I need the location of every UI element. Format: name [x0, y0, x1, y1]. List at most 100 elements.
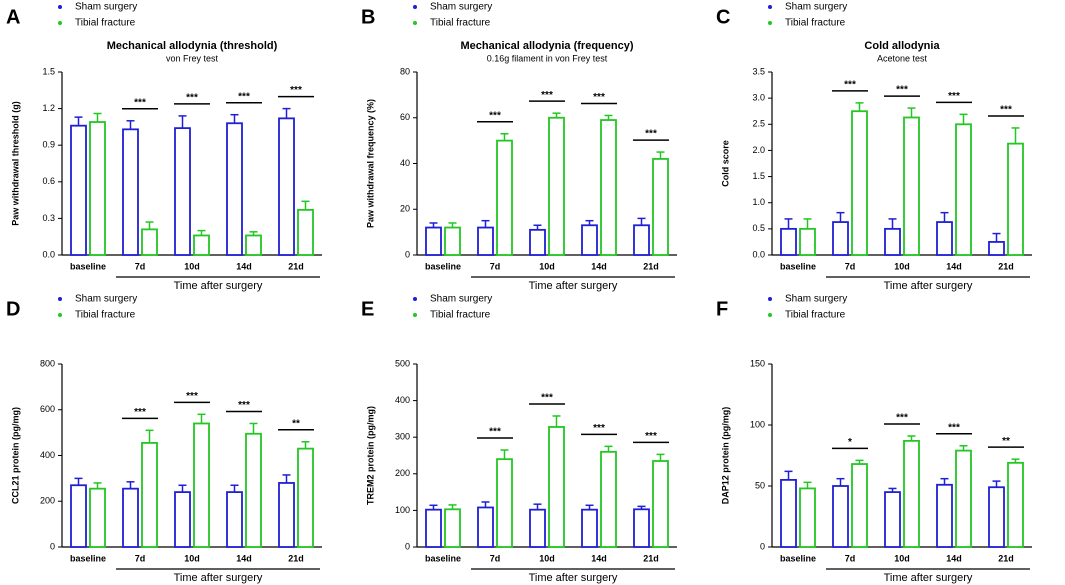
- legend-label: Tibial fracture: [430, 310, 491, 321]
- legend-marker: [58, 5, 62, 9]
- panel-letter: A: [6, 6, 20, 28]
- y-tick-label: 1.5: [42, 66, 55, 76]
- y-tick-label: 0.3: [42, 213, 55, 223]
- y-tick-label: 0: [50, 541, 55, 551]
- bar: [936, 483, 953, 548]
- bar: [600, 450, 617, 548]
- x-tick-label: baseline: [425, 553, 461, 563]
- x-axis-label: Time after surgery: [884, 572, 973, 584]
- significance-label: ***: [645, 129, 657, 140]
- x-tick-label: 7d: [135, 553, 146, 563]
- bar: [548, 426, 565, 548]
- x-axis-label: Time after surgery: [529, 572, 618, 584]
- x-axis-label: Time after surgery: [884, 280, 973, 292]
- significance-label: ***: [593, 423, 605, 434]
- bar: [174, 127, 191, 256]
- legend-marker: [413, 313, 417, 317]
- y-tick-label: 3.0: [752, 93, 765, 103]
- bar: [529, 508, 546, 548]
- y-tick-label: 50: [755, 480, 765, 490]
- significance-label: ***: [593, 92, 605, 103]
- significance-label: ***: [645, 431, 657, 442]
- chart-title: Mechanical allodynia (threshold): [107, 40, 278, 52]
- y-tick-label: 800: [40, 358, 55, 368]
- x-tick-label: baseline: [70, 261, 106, 271]
- bar: [141, 228, 158, 256]
- x-tick-label: 21d: [998, 261, 1014, 271]
- legend-label: Sham surgery: [785, 294, 847, 305]
- bar: [278, 482, 295, 548]
- x-tick-label: 7d: [845, 261, 856, 271]
- x-tick-label: 14d: [591, 261, 607, 271]
- x-tick-label: 7d: [845, 553, 856, 563]
- legend-label: Tibial fracture: [75, 310, 136, 321]
- significance-label: ***: [186, 391, 198, 402]
- legend-marker: [413, 297, 417, 301]
- bar: [89, 121, 106, 256]
- significance-label: ***: [948, 91, 960, 102]
- x-tick-label: 10d: [894, 261, 910, 271]
- bar: [600, 119, 617, 256]
- legend-marker: [413, 21, 417, 25]
- bar: [955, 449, 972, 548]
- bar: [70, 124, 87, 256]
- bar: [884, 491, 901, 548]
- bar: [780, 227, 797, 256]
- y-tick-label: 0.5: [752, 223, 765, 233]
- panel-letter: F: [716, 298, 728, 320]
- bar: [193, 234, 210, 256]
- bar: [226, 122, 243, 256]
- significance-label: **: [1002, 436, 1010, 447]
- y-tick-label: 60: [400, 112, 410, 122]
- bar: [903, 439, 920, 548]
- y-tick-label: 0: [405, 541, 410, 551]
- bar: [633, 224, 650, 256]
- chart-title: Mechanical allodynia (frequency): [461, 40, 634, 52]
- significance-label: ***: [541, 393, 553, 404]
- chart-subtitle: 0.16g filament in von Frey test: [487, 53, 608, 63]
- panel: E Sham surgery Tibial fracture TREM2 protei…: [361, 294, 677, 584]
- bar: [832, 221, 849, 256]
- bar: [174, 491, 191, 548]
- x-tick-label: 21d: [288, 553, 304, 563]
- legend-marker: [768, 5, 772, 9]
- y-tick-label: 1.5: [752, 171, 765, 181]
- significance-label: ***: [1000, 105, 1012, 116]
- bar: [988, 486, 1005, 548]
- bar: [903, 116, 920, 256]
- significance-label: ***: [541, 90, 553, 101]
- bar: [884, 227, 901, 256]
- x-tick-label: 10d: [894, 553, 910, 563]
- y-tick-label: 400: [395, 395, 410, 405]
- bar: [245, 432, 262, 548]
- significance-label: ***: [896, 413, 908, 424]
- y-tick-label: 0.6: [42, 176, 55, 186]
- x-tick-label: baseline: [780, 261, 816, 271]
- significance-label: ***: [186, 93, 198, 104]
- x-tick-label: 7d: [135, 261, 146, 271]
- y-tick-label: 0.0: [42, 249, 55, 259]
- y-tick-label: 2.0: [752, 145, 765, 155]
- bar: [851, 463, 868, 548]
- legend-label: Tibial fracture: [430, 18, 491, 29]
- bar: [278, 117, 295, 256]
- y-axis-label: DAP12 protein (pg/mg): [720, 407, 730, 505]
- chart-subtitle: Acetone test: [877, 53, 928, 63]
- panel-letter: C: [716, 6, 730, 28]
- x-tick-label: 14d: [591, 553, 607, 563]
- bar: [581, 224, 598, 256]
- x-axis-label: Time after surgery: [174, 280, 263, 292]
- y-tick-label: 100: [750, 419, 765, 429]
- legend-marker: [768, 21, 772, 25]
- legend-marker: [768, 313, 772, 317]
- y-tick-label: 20: [400, 204, 410, 214]
- panel: D Sham surgery Tibial fracture CCL21 protei…: [6, 294, 322, 584]
- significance-label: ***: [238, 91, 250, 102]
- significance-label: **: [292, 418, 300, 429]
- legend-label: Sham surgery: [430, 294, 492, 305]
- significance-label: ***: [238, 400, 250, 411]
- x-tick-label: 14d: [236, 553, 252, 563]
- y-tick-label: 0.9: [42, 140, 55, 150]
- bar: [581, 508, 598, 548]
- x-tick-label: baseline: [70, 553, 106, 563]
